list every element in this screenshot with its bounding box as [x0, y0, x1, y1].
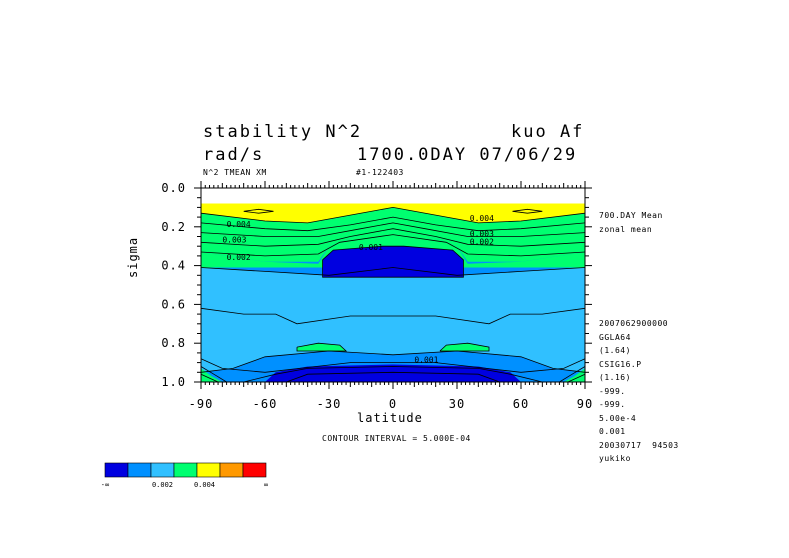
contour-line — [200, 307, 586, 325]
time-label: 1700.0DAY 07/06/29 — [357, 145, 578, 165]
axis-ticks — [194, 181, 592, 389]
x-tick-label: 30 — [449, 397, 465, 411]
contour-line — [439, 342, 490, 352]
y-tick-label: 0.4 — [161, 259, 186, 273]
contour-line — [200, 222, 586, 237]
contour-fill — [201, 207, 585, 262]
run-label: #1-122403 — [356, 168, 404, 177]
experiment-label: kuo Af — [511, 122, 585, 142]
x-tick-label: -90 — [189, 397, 214, 411]
variable-label: N^2 TMEAN XM — [203, 168, 267, 177]
contour-fill — [201, 203, 585, 223]
units-label: rad/s — [203, 145, 265, 165]
contour-fills — [201, 203, 585, 382]
contour-lines — [200, 206, 586, 383]
x-tick-label: -60 — [253, 397, 278, 411]
side-info-line — [599, 290, 679, 304]
contour-label: 0.004 — [470, 214, 494, 223]
side-info-line: (1.16) — [599, 373, 631, 382]
contour-line — [296, 342, 348, 352]
contour-label: 0.004 — [227, 220, 251, 229]
contour-fill — [201, 267, 585, 373]
side-info-line — [599, 250, 679, 264]
side-info-line — [599, 236, 679, 250]
y-tick-label: 1.0 — [161, 375, 186, 389]
side-info-line: GGLA64 — [599, 332, 631, 342]
side-info-line: -999. — [599, 400, 626, 409]
axis-tick-labels: -90 -60 -30 0 30 60 90 0.0 0.2 0.4 0.6 0.8 1.0 — [161, 181, 593, 411]
contour-line — [559, 366, 586, 383]
contour-interval-label: CONTOUR INTERVAL = 5.000E-04 — [322, 434, 471, 443]
y-tick-label: 0.0 — [161, 181, 186, 195]
side-info-line — [599, 263, 679, 277]
side-info-line: 20030717 94503 — [599, 440, 679, 450]
side-info-line: 0.001 — [599, 427, 626, 436]
side-info-line: 700.DAY Mean — [599, 211, 663, 220]
contour-line — [512, 208, 543, 214]
side-info-line — [599, 277, 679, 291]
contour-fill — [201, 368, 223, 382]
contour-fill — [563, 368, 585, 382]
side-info-line: zonal mean — [599, 224, 653, 234]
contour-line — [567, 373, 586, 383]
contour-line — [200, 350, 586, 373]
contour-line — [200, 366, 227, 383]
side-info-line: 5.00e-4 — [599, 413, 637, 423]
y-tick-label: 0.6 — [161, 297, 186, 311]
side-info-line: (1.64) — [599, 346, 631, 355]
side-info-line: -999. — [599, 386, 626, 396]
contour-line — [200, 358, 586, 373]
contour-line — [200, 234, 586, 257]
x-tick-label: 60 — [513, 397, 529, 411]
contour-fill — [322, 246, 464, 278]
y-axis-label: sigma — [126, 236, 140, 278]
x-tick-label: 90 — [577, 397, 593, 411]
y-tick-label: 0.8 — [161, 336, 186, 350]
contour-line — [200, 267, 586, 276]
contour-line — [243, 208, 274, 214]
contour-line — [200, 206, 586, 224]
side-info-line: CSIG16.P — [599, 359, 642, 369]
side-info-line: 2007062900000 — [599, 319, 669, 328]
contour-label: 0.002 — [470, 237, 494, 246]
contour-line — [200, 228, 586, 247]
contour-line — [200, 373, 219, 383]
side-info-line: yukiko — [599, 454, 631, 463]
contour-label: 0.003 — [470, 230, 494, 239]
contour-label: 0.001 — [414, 356, 438, 365]
contour-line — [322, 245, 464, 278]
x-tick-label: -30 — [317, 397, 342, 411]
contour-line — [286, 371, 500, 383]
contour-label: 0.001 — [359, 243, 383, 252]
contour-fill — [265, 364, 521, 382]
x-tick-label: 0 — [389, 397, 397, 411]
chart-title: stability N^2 — [203, 122, 363, 142]
side-info-line — [599, 304, 679, 318]
x-axis-label: latitude — [357, 411, 423, 425]
side-info: 700.DAY Mean zonal mean 2007062900000 GGLA… — [599, 182, 679, 479]
contour-line — [243, 366, 543, 383]
contour-label: 0.002 — [227, 253, 251, 262]
y-tick-label: 0.2 — [161, 220, 186, 234]
contour-line — [200, 216, 586, 232]
contour-label: 0.003 — [222, 235, 246, 244]
